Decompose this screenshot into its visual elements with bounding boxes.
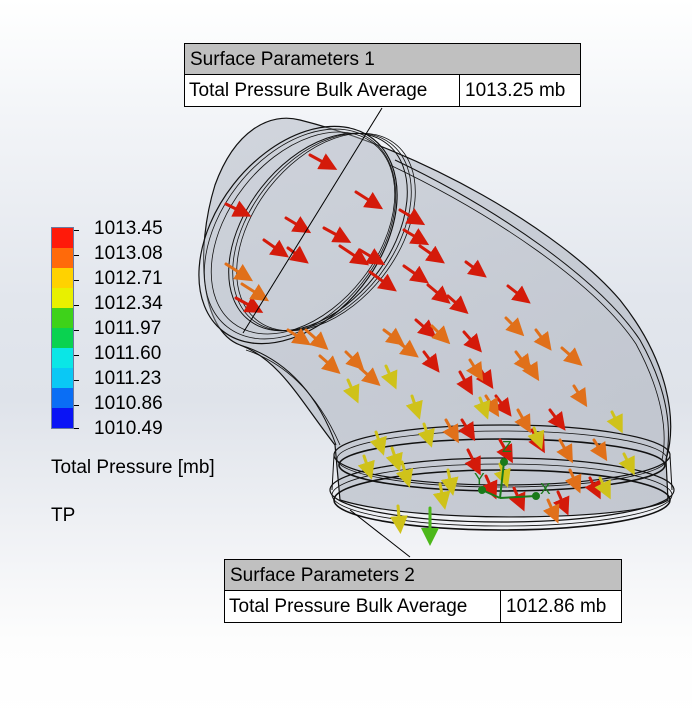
callout-title: Surface Parameters 2: [225, 560, 621, 591]
callout-title: Surface Parameters 1: [185, 44, 580, 75]
legend-band: [52, 388, 73, 408]
param-value: 1012.86 mb: [506, 596, 607, 617]
legend-subtitle: TP: [51, 505, 76, 526]
surface-parameters-2-callout[interactable]: Surface Parameters 2 Total Pressure Bulk…: [224, 559, 622, 623]
legend-band: [52, 288, 73, 308]
legend-label: 1012.71: [94, 268, 163, 289]
legend-tick: [74, 355, 79, 356]
triad-x-label: X: [540, 481, 551, 498]
legend-color-bar: [51, 227, 74, 429]
legend-title: Total Pressure [mb]: [51, 457, 215, 478]
legend-tick: [74, 428, 79, 429]
flow-vectors: [224, 153, 635, 546]
callout-row: Total Pressure Bulk Average 1012.86 mb: [225, 591, 621, 622]
triad-z-label: Z: [502, 439, 512, 456]
legend-label: 1013.08: [94, 243, 163, 264]
legend-label: 1010.86: [94, 393, 163, 414]
legend-tick: [74, 255, 79, 256]
surface-parameters-1-callout[interactable]: Surface Parameters 1 Total Pressure Bulk…: [184, 43, 581, 107]
callout-row: Total Pressure Bulk Average 1013.25 mb: [185, 75, 580, 106]
legend-band: [52, 248, 73, 268]
legend-band: [52, 408, 73, 428]
legend-label: 1012.34: [94, 293, 163, 314]
legend-tick: [74, 330, 79, 331]
legend-tick: [74, 380, 79, 381]
legend-tick: [74, 305, 79, 306]
legend-tick: [74, 230, 79, 231]
callout2-leader: [349, 509, 411, 558]
callout1-leader: [242, 107, 383, 334]
param-value: 1013.25 mb: [465, 80, 566, 101]
legend-band: [52, 228, 73, 248]
param-name: Total Pressure Bulk Average: [225, 591, 501, 622]
legend-band: [52, 348, 73, 368]
legend-label: 1011.97: [94, 318, 162, 339]
legend-tick: [74, 405, 79, 406]
legend-band: [52, 268, 73, 288]
legend-label: 1013.45: [94, 218, 163, 239]
legend-label: 1010.49: [94, 418, 163, 439]
param-name: Total Pressure Bulk Average: [185, 75, 460, 106]
legend-tick: [74, 280, 79, 281]
legend-label: 1011.60: [94, 343, 162, 364]
legend-band: [52, 368, 73, 388]
legend-band: [52, 328, 73, 348]
outlet-flange: [329, 424, 675, 531]
triad-y-label: Y: [474, 471, 485, 488]
axis-triad: [478, 458, 540, 500]
legend-band: [52, 308, 73, 328]
legend-label: 1011.23: [94, 368, 162, 389]
